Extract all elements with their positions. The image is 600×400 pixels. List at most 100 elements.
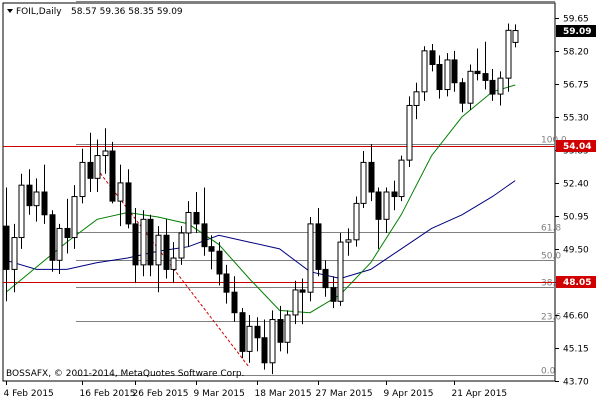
- candle: [383, 187, 390, 233]
- price-badges: 54.04 48.05 59.09: [556, 25, 596, 288]
- bullish-candle-body: [11, 237, 18, 270]
- candle: [254, 317, 261, 352]
- bullish-candle-body: [94, 155, 101, 179]
- x-tick-label: 16 Feb 2015: [80, 389, 136, 399]
- x-tick-label: 9 Mar 2015: [194, 389, 245, 399]
- dropdown-triangle-icon[interactable]: [7, 9, 13, 13]
- y-tick-label: 46.60: [563, 312, 589, 322]
- bearish-candle-body: [436, 63, 443, 91]
- x-tick-label: 18 Mar 2015: [255, 389, 312, 399]
- chart-header: FOIL,Daily 58.57 59.36 58.35 59.09: [7, 7, 183, 17]
- symbol-label: FOIL,Daily: [16, 7, 62, 17]
- candle: [505, 23, 512, 92]
- bullish-candle-body: [398, 159, 405, 198]
- price-axis: 59.6558.2056.7555.3053.8552.4050.9549.50…: [555, 15, 589, 388]
- bearish-candle-body: [216, 250, 223, 275]
- bullish-candle-body: [467, 70, 474, 104]
- fibonacci-trendline[interactable]: [96, 168, 250, 368]
- bearish-candle-body: [322, 268, 329, 289]
- candle: [375, 187, 382, 249]
- candle: [94, 139, 101, 192]
- candle: [33, 178, 40, 222]
- ohlc-values: 58.57 59.36 58.35 59.09: [71, 7, 183, 17]
- y-tick-label: 56.75: [563, 81, 589, 91]
- candle: [41, 164, 48, 224]
- candle: [231, 276, 238, 322]
- candle: [337, 232, 344, 306]
- candle: [178, 226, 185, 265]
- candle: [49, 210, 56, 272]
- bullish-candle-body: [269, 319, 276, 364]
- x-tick-label: 9 Apr 2015: [384, 389, 434, 399]
- bearish-candle-body: [391, 191, 398, 198]
- bearish-candle-body: [3, 225, 10, 270]
- bullish-candle-body: [71, 196, 78, 239]
- bearish-candle-body: [201, 223, 208, 248]
- bearish-candle-body: [375, 191, 382, 220]
- candle: [193, 192, 200, 233]
- bearish-candle-body: [41, 191, 48, 216]
- bullish-candle-body: [170, 257, 177, 270]
- candle: [109, 141, 116, 204]
- candle: [459, 78, 466, 113]
- candle: [277, 305, 284, 352]
- candle: [482, 41, 489, 90]
- candle: [391, 180, 398, 211]
- bullish-candle-body: [284, 314, 291, 343]
- candle: [474, 48, 481, 81]
- fib-level-label: 50.0: [541, 252, 561, 262]
- bullish-candle-body: [33, 191, 40, 207]
- candle: [406, 96, 413, 167]
- candle: [497, 71, 504, 106]
- bearish-candle-body: [261, 337, 268, 364]
- plot-area[interactable]: [2, 2, 556, 382]
- candle: [413, 82, 420, 120]
- bullish-candle-body: [512, 30, 519, 43]
- bullish-candle-body: [421, 50, 428, 93]
- level-price-badge: 54.04: [563, 142, 591, 152]
- current-price-badge: 59.09: [563, 27, 591, 37]
- bearish-candle-body: [109, 150, 116, 202]
- y-tick-label: 55.30: [563, 114, 589, 124]
- candle: [467, 64, 474, 111]
- fib-level-label: 0.0: [541, 367, 556, 377]
- bearish-candle-body: [451, 59, 458, 84]
- candle: [284, 310, 291, 354]
- bearish-candle-body: [368, 161, 375, 193]
- bearish-candle-body: [223, 273, 230, 293]
- slow-moving-average-line: [5, 180, 516, 280]
- bearish-candle-body: [299, 289, 306, 293]
- fib-level-label: 100.0: [541, 136, 567, 146]
- candle: [140, 210, 147, 277]
- bullish-candle-body: [155, 234, 162, 266]
- copyright-text: BOSSAFX, © 2001-2014, MetaQuotes Softwar…: [6, 369, 244, 379]
- candle: [170, 242, 177, 284]
- candle: [239, 308, 246, 359]
- candle: [398, 155, 405, 202]
- candle: [79, 148, 86, 204]
- bearish-candle-body: [64, 227, 71, 239]
- candle: [163, 219, 170, 279]
- fib-level-label: 23.6: [541, 313, 561, 323]
- bearish-candle-body: [26, 184, 33, 207]
- trendline-layer: [96, 168, 250, 368]
- fib-level-label: 161.8: [541, 0, 567, 3]
- moving-averages: [5, 84, 516, 314]
- candle: [26, 169, 33, 215]
- bearish-candle-body: [132, 223, 139, 266]
- candle: [451, 50, 458, 92]
- candle: [512, 24, 519, 48]
- candle: [155, 226, 162, 293]
- candles: [3, 23, 519, 375]
- candle: [87, 132, 94, 192]
- candle: [64, 198, 71, 254]
- bearish-candle-body: [208, 246, 215, 252]
- bearish-candle-body: [489, 79, 496, 95]
- candle: [102, 128, 109, 174]
- candle: [292, 280, 299, 325]
- current-price-badge-bg: [556, 25, 596, 37]
- bullish-candle-body: [413, 91, 420, 106]
- candle: [345, 228, 352, 256]
- y-tick-label: 58.20: [563, 48, 589, 58]
